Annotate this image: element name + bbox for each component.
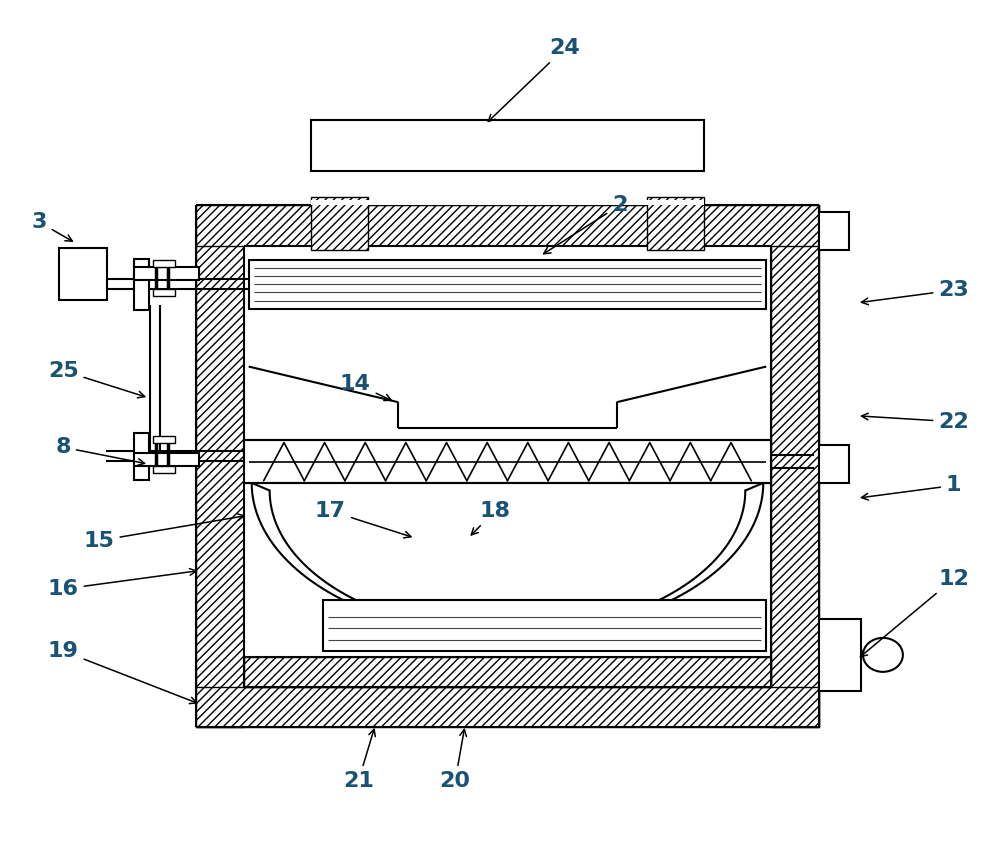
Bar bbox=[311, 200, 704, 205]
Bar bbox=[311, 197, 368, 250]
Bar bbox=[771, 205, 819, 728]
Text: 17: 17 bbox=[315, 501, 411, 538]
Bar bbox=[244, 246, 771, 687]
Text: 24: 24 bbox=[488, 38, 580, 122]
Text: 12: 12 bbox=[860, 569, 969, 657]
Bar bbox=[517, 607, 562, 640]
Bar bbox=[153, 290, 175, 296]
Text: 15: 15 bbox=[84, 514, 244, 550]
Bar bbox=[819, 212, 849, 250]
Bar bbox=[134, 259, 149, 309]
Bar bbox=[249, 260, 766, 308]
Text: 23: 23 bbox=[861, 280, 969, 305]
Text: 18: 18 bbox=[471, 501, 511, 535]
Bar bbox=[819, 619, 861, 691]
Circle shape bbox=[863, 638, 903, 672]
Text: 8: 8 bbox=[55, 437, 145, 465]
Text: 21: 21 bbox=[343, 729, 375, 791]
Bar bbox=[134, 453, 199, 466]
Bar bbox=[134, 433, 149, 480]
Bar bbox=[196, 205, 244, 728]
Bar bbox=[153, 436, 175, 443]
Bar bbox=[323, 600, 766, 651]
Text: 22: 22 bbox=[861, 412, 969, 432]
Text: 3: 3 bbox=[32, 212, 72, 241]
Text: 1: 1 bbox=[861, 475, 961, 500]
Bar bbox=[819, 445, 849, 483]
Text: 2: 2 bbox=[544, 195, 627, 254]
Bar bbox=[196, 205, 819, 246]
Bar bbox=[647, 197, 704, 250]
Bar bbox=[59, 248, 107, 300]
Bar bbox=[196, 687, 819, 728]
Text: 19: 19 bbox=[48, 641, 197, 704]
Text: 20: 20 bbox=[440, 729, 471, 791]
Bar bbox=[153, 466, 175, 473]
Text: 14: 14 bbox=[340, 373, 391, 400]
Text: 25: 25 bbox=[48, 360, 145, 398]
Text: 16: 16 bbox=[48, 568, 196, 599]
Bar bbox=[244, 440, 771, 483]
Bar bbox=[311, 120, 704, 171]
Bar bbox=[134, 268, 199, 280]
Bar bbox=[244, 657, 771, 687]
Bar bbox=[153, 261, 175, 268]
Bar bbox=[453, 607, 498, 640]
